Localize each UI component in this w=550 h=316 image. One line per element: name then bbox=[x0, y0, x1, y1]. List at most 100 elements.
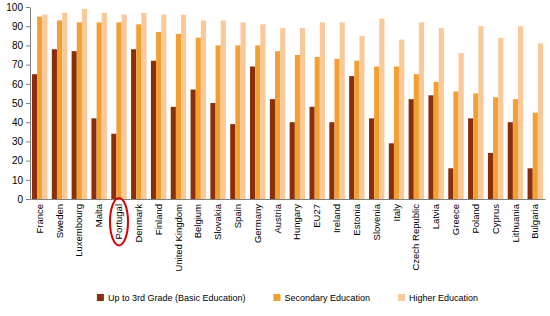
x-tick-label: EU27 bbox=[311, 204, 322, 228]
x-tick: Slovakia bbox=[212, 199, 223, 240]
x-tick: Czech Republic bbox=[410, 199, 421, 271]
y-tick: 80 bbox=[12, 40, 30, 51]
y-tick-mark bbox=[26, 45, 30, 46]
y-tick-label: 70 bbox=[12, 59, 24, 70]
y-tick: 100 bbox=[6, 2, 30, 13]
x-tick-label: Spain bbox=[232, 204, 243, 228]
bar bbox=[91, 118, 96, 199]
bar bbox=[131, 49, 136, 199]
bar bbox=[354, 61, 359, 199]
bar bbox=[136, 24, 141, 199]
bar bbox=[216, 45, 221, 199]
bar bbox=[300, 28, 305, 199]
y-tick-label: 90 bbox=[12, 21, 24, 32]
legend-item: Higher Education bbox=[398, 293, 478, 303]
x-tick: Greece bbox=[450, 199, 461, 235]
bar bbox=[498, 38, 503, 199]
bar bbox=[459, 53, 464, 199]
bar bbox=[394, 67, 399, 199]
x-axis-line bbox=[31, 199, 546, 200]
y-tick: 70 bbox=[12, 59, 30, 70]
bar bbox=[151, 61, 156, 199]
x-tick: Austria bbox=[272, 199, 283, 234]
y-tick-label: 0 bbox=[17, 194, 23, 205]
bar bbox=[518, 26, 523, 199]
bar bbox=[295, 55, 300, 199]
x-tick: Germany bbox=[252, 199, 263, 243]
x-tick: Portugal bbox=[113, 199, 124, 239]
x-tick: Belgium bbox=[192, 199, 203, 238]
y-tick-label: 10 bbox=[12, 175, 24, 186]
plot: 0102030405060708090100FranceSwedenLuxemb… bbox=[6, 2, 545, 272]
x-axis: FranceSwedenLuxembourgMaltaPortugalDenma… bbox=[31, 199, 546, 272]
x-tick: Poland bbox=[470, 199, 481, 234]
bar bbox=[230, 124, 235, 199]
x-tick-label: Lithuania bbox=[510, 203, 521, 242]
x-tick-label: Portugal bbox=[113, 204, 124, 239]
y-tick-mark bbox=[26, 84, 30, 85]
x-tick-label: France bbox=[34, 204, 45, 234]
y-tick: 90 bbox=[12, 21, 30, 32]
bar bbox=[359, 36, 364, 199]
bar bbox=[369, 118, 374, 199]
bar bbox=[290, 122, 295, 199]
y-axis: 0102030405060708090100 bbox=[6, 2, 30, 205]
bar bbox=[250, 67, 255, 199]
y-tick: 40 bbox=[12, 117, 30, 128]
x-tick-label: Cyprus bbox=[490, 204, 501, 234]
bar bbox=[409, 99, 414, 199]
bar bbox=[32, 74, 37, 199]
bar bbox=[77, 22, 82, 199]
bar bbox=[161, 15, 166, 199]
y-tick-mark bbox=[26, 103, 30, 104]
bars bbox=[32, 9, 543, 199]
x-tick-label: Italy bbox=[391, 204, 402, 222]
bar bbox=[389, 143, 394, 199]
bar bbox=[235, 45, 240, 199]
bar bbox=[111, 134, 116, 199]
x-tick-label: Austria bbox=[272, 203, 283, 233]
x-tick-label: Denmark bbox=[133, 204, 144, 243]
bar bbox=[448, 168, 453, 199]
chart: 0102030405060708090100FranceSwedenLuxemb… bbox=[0, 0, 550, 316]
series bbox=[42, 9, 543, 199]
bar bbox=[181, 15, 186, 199]
y-tick: 10 bbox=[12, 175, 30, 186]
x-tick: Slovenia bbox=[371, 199, 382, 240]
x-tick-label: United Kingdom bbox=[173, 204, 184, 272]
x-tick-label: Ireland bbox=[331, 204, 342, 233]
x-tick-label: Germany bbox=[252, 204, 263, 243]
x-tick: Cyprus bbox=[490, 199, 501, 234]
bar bbox=[310, 107, 315, 199]
bar bbox=[414, 74, 419, 199]
bar bbox=[201, 20, 206, 199]
bar bbox=[122, 15, 127, 199]
y-tick: 50 bbox=[12, 98, 30, 109]
x-tick-label: Bulgaria bbox=[529, 203, 540, 239]
bar bbox=[82, 9, 87, 199]
bar bbox=[428, 95, 433, 199]
bar bbox=[349, 76, 354, 199]
x-tick: Lithuania bbox=[510, 199, 521, 243]
x-tick-label: Sweden bbox=[54, 204, 65, 238]
x-tick: Ireland bbox=[331, 199, 342, 233]
bar bbox=[528, 168, 533, 199]
bar bbox=[176, 34, 181, 199]
bar bbox=[116, 22, 121, 199]
y-tick-label: 40 bbox=[12, 117, 24, 128]
y-tick-mark bbox=[26, 161, 30, 162]
bar bbox=[42, 15, 47, 199]
y-tick-mark bbox=[26, 26, 30, 27]
y-tick-mark bbox=[26, 65, 30, 66]
y-tick: 0 bbox=[17, 194, 30, 205]
bar bbox=[72, 51, 77, 199]
bar bbox=[493, 97, 498, 199]
y-tick-label: 50 bbox=[12, 98, 24, 109]
bar bbox=[62, 13, 67, 199]
bar bbox=[478, 26, 483, 199]
bar bbox=[468, 118, 473, 199]
x-tick-label: Czech Republic bbox=[410, 204, 421, 271]
x-tick: Bulgaria bbox=[529, 199, 540, 239]
x-tick: Malta bbox=[93, 199, 104, 227]
bar bbox=[191, 90, 196, 199]
